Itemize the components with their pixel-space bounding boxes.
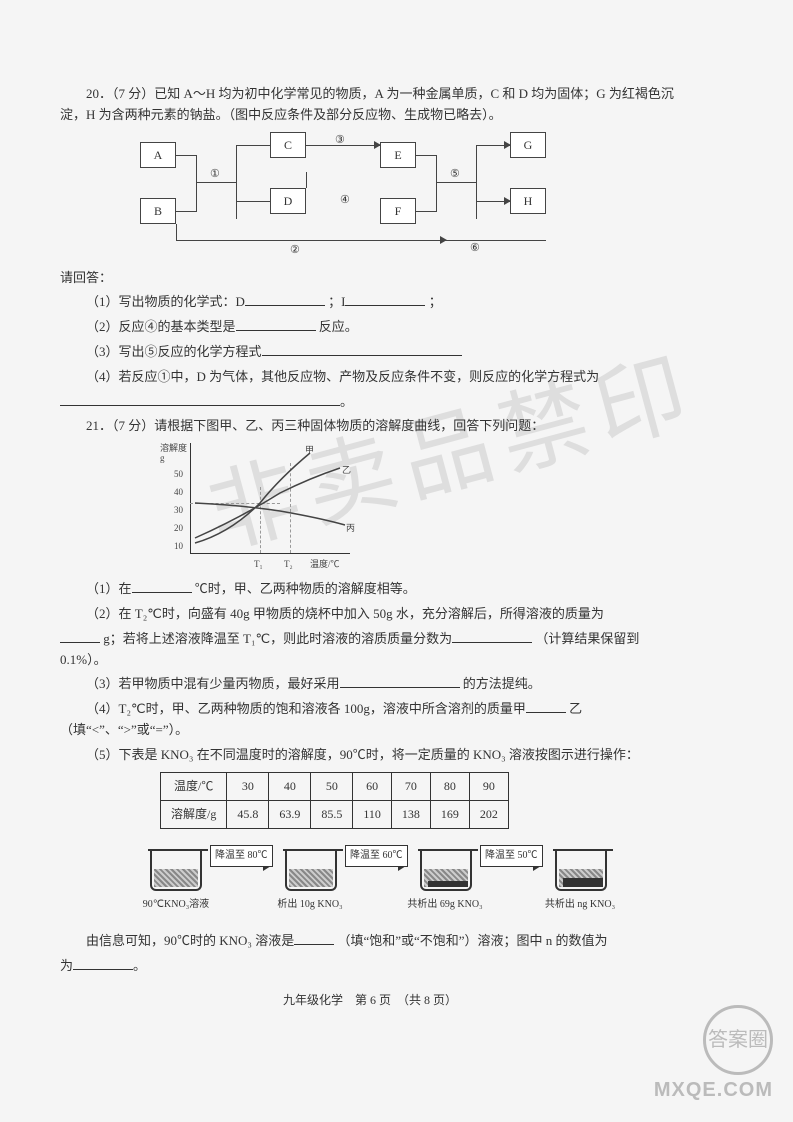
q20-p2: （2）反应④的基本类型是 反应。 (60, 317, 680, 338)
bk-l1: 90℃KNO₃溶液 (116, 897, 236, 913)
q20-head: 20．（7 分）已知 A～H 均为初中化学常见的物质，A 为一种金属单质，C 和… (60, 84, 680, 126)
cell: 40 (269, 772, 311, 800)
cell: 80 (430, 772, 469, 800)
box-h: H (510, 188, 546, 214)
cell: 90 (469, 772, 508, 800)
q20-answer: 请回答： (60, 268, 680, 289)
q20-p1c: ； (429, 294, 442, 309)
blank[interactable] (236, 317, 316, 331)
cell: 70 (391, 772, 430, 800)
solubility-table: 温度/℃ 30 40 50 60 70 80 90 溶解度/g 45.8 63.… (160, 772, 509, 829)
q20-p4-blank: 。 (60, 392, 680, 413)
box-f: F (380, 198, 416, 224)
curves (160, 443, 360, 573)
q20-p2b: 反应。 (319, 319, 358, 334)
bk-l2: 析出 10g KNO₃ (250, 897, 370, 913)
cell: 85.5 (311, 800, 353, 828)
q21-p3b: 的方法提纯。 (463, 676, 541, 691)
box-d: D (270, 188, 306, 214)
q20-flowchart: A B C D E F G H ① ③ ② ⑤ (140, 132, 580, 262)
num-4: ④ (340, 192, 350, 210)
box-c: C (270, 132, 306, 158)
cell: 63.9 (269, 800, 311, 828)
page-content: 20．（7 分）已知 A～H 均为初中化学常见的物质，A 为一种金属单质，C 和… (60, 80, 680, 1010)
step2: 降温至 60℃ (345, 845, 408, 867)
q21-p6a: 由信息可知，90℃时的 KNO₃ 溶液是 (86, 933, 294, 948)
beaker-2 (285, 851, 337, 891)
num-3: ③ (335, 132, 345, 150)
q21-p1b: ℃时，甲、乙两种物质的溶解度相等。 (195, 581, 416, 596)
blank[interactable] (245, 292, 325, 306)
blank[interactable] (294, 931, 334, 945)
q21-p6: 由信息可知，90℃时的 KNO₃ 溶液是 （填“饱和”或“不饱和”）溶液；图中 … (60, 931, 680, 952)
cell: 110 (353, 800, 392, 828)
bk-l3: 共析出 69g KNO₃ (385, 897, 505, 913)
site: MXQE.COM (654, 1079, 773, 1102)
table-row: 温度/℃ 30 40 50 60 70 80 90 (161, 772, 509, 800)
cell: 45.8 (227, 800, 269, 828)
q21-p1: （1）在 ℃时，甲、乙两种物质的溶解度相等。 (60, 579, 680, 600)
beaker-3 (420, 851, 472, 891)
q20-p1: （1）写出物质的化学式：D ；I ； (60, 292, 680, 313)
q20-p3a: （3）写出⑤反应的化学方程式 (86, 344, 262, 359)
q21-p6-end: 为。 (60, 956, 680, 977)
lg-yi: 乙 (342, 463, 351, 477)
corner-logo: 答案圈 MXQE.COM (654, 1005, 773, 1102)
box-e: E (380, 142, 416, 168)
q20-p3: （3）写出⑤反应的化学方程式 (60, 342, 680, 363)
cell: 60 (353, 772, 392, 800)
th-sol: 溶解度/g (161, 800, 227, 828)
q20-p1b: ；I (328, 294, 345, 309)
num-2: ② (290, 242, 300, 260)
q20-p1a: （1）写出物质的化学式：D (86, 294, 245, 309)
cell: 138 (391, 800, 430, 828)
cell: 50 (311, 772, 353, 800)
num-6: ⑥ (470, 240, 480, 258)
cell: 30 (227, 772, 269, 800)
blank[interactable] (132, 579, 192, 593)
q21-p3: （3）若甲物质中混有少量丙物质，最好采用 的方法提纯。 (60, 674, 680, 695)
th-temp: 温度/℃ (161, 772, 227, 800)
blank[interactable] (526, 699, 566, 713)
beaker-1 (150, 851, 202, 891)
cell: 169 (430, 800, 469, 828)
q21-head: 21．（7 分）请根据下图甲、乙、丙三种固体物质的溶解度曲线，回答下列问题： (60, 416, 680, 437)
cell: 202 (469, 800, 508, 828)
q20-p2a: （2）反应④的基本类型是 (86, 319, 236, 334)
num-1: ① (210, 166, 220, 184)
beaker-4 (555, 851, 607, 891)
q21-p4: （4）T₂℃时，甲、乙两种物质的饱和溶液各 100g，溶液中所含溶剂的质量甲 乙… (60, 699, 680, 741)
box-b: B (140, 198, 176, 224)
q21-p1a: （1）在 (86, 581, 132, 596)
page-footer: 九年级化学 第 6 页 （共 8 页） (60, 991, 680, 1010)
table-row: 溶解度/g 45.8 63.9 85.5 110 138 169 202 (161, 800, 509, 828)
q21-p4a: （4）T₂℃时，甲、乙两种物质的饱和溶液各 100g，溶液中所含溶剂的质量甲 (86, 701, 526, 716)
blank[interactable] (73, 956, 133, 970)
num-5: ⑤ (450, 166, 460, 184)
lg-jia: 甲 (305, 443, 314, 457)
q21-p2b-t: g；若将上述溶液降温至 T₁℃，则此时溶液的溶质质量分数为 (103, 631, 452, 646)
q21-p6b: （填“饱和”或“不饱和”）溶液；图中 n 的数值为 (337, 933, 607, 948)
q21-p2: （2）在 T₂℃时，向盛有 40g 甲物质的烧杯中加入 50g 水，充分溶解后，… (60, 604, 680, 625)
q21-p5: （5）下表是 KNO₃ 在不同温度时的溶解度，90℃时，将一定质量的 KNO₃ … (60, 745, 680, 766)
blank[interactable] (340, 674, 460, 688)
box-g: G (510, 132, 546, 158)
blank[interactable] (60, 392, 340, 406)
step1: 降温至 80℃ (210, 845, 273, 867)
blank[interactable] (345, 292, 425, 306)
step3: 降温至 50℃ (480, 845, 543, 867)
box-a: A (140, 142, 176, 168)
solubility-chart: 溶解度 g 10 20 30 40 50 T₁ T₂ 温度/℃ 甲 乙 丙 (160, 443, 360, 573)
blank[interactable] (262, 342, 462, 356)
q21-p6c: 。 (133, 958, 146, 973)
q20-p4: （4）若反应①中，D 为气体，其他反应物、产物及反应条件不变，则反应的化学方程式… (60, 367, 680, 388)
q21-p3a: （3）若甲物质中混有少量丙物质，最好采用 (86, 676, 340, 691)
blank[interactable] (452, 629, 532, 643)
bk-l4: 共析出 ng KNO₃ (520, 897, 640, 913)
q21-p2b: g；若将上述溶液降温至 T₁℃，则此时溶液的溶质质量分数为 （计算结果保留到 0… (60, 629, 680, 671)
blank[interactable] (60, 629, 100, 643)
badge: 答案圈 (703, 1005, 773, 1075)
beaker-diagram: 90℃KNO₃溶液 降温至 80℃ 析出 10g KNO₃ 降温至 60℃ 共析… (140, 835, 680, 925)
lg-bing: 丙 (346, 521, 355, 535)
